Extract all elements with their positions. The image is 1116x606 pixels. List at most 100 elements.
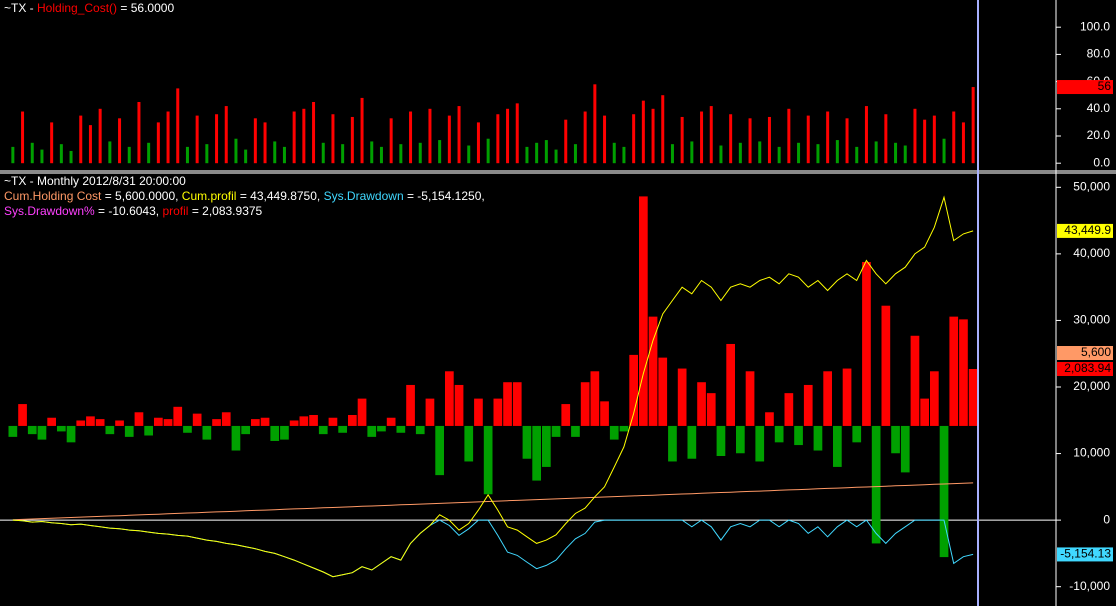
holding-cost-bar	[680, 116, 684, 164]
profit-bar	[95, 419, 105, 426]
holding-cost-bar	[622, 146, 626, 164]
profit-bar	[86, 416, 95, 426]
series-line	[12, 519, 974, 578]
holding-cost-bar	[273, 141, 277, 164]
profit-bar	[784, 393, 794, 426]
profit-bar	[212, 419, 221, 426]
profit-bar	[677, 368, 687, 426]
profit-bar	[930, 371, 939, 426]
holding-cost-bar	[21, 111, 25, 164]
y-tick-label: 40.0	[1087, 101, 1111, 115]
holding-cost-bar	[971, 87, 975, 164]
holding-cost-bar	[709, 106, 713, 164]
profit-bar	[202, 425, 212, 440]
profit-bar	[852, 425, 862, 443]
profit-bar	[328, 417, 338, 426]
profit-bar	[561, 404, 571, 426]
holding-cost-bar	[127, 146, 131, 164]
profit-bar	[765, 412, 774, 426]
holding-cost-bar	[603, 115, 607, 164]
profit-bar	[503, 382, 512, 426]
holding-cost-bar	[263, 122, 267, 164]
holding-cost-bar	[331, 114, 335, 164]
profit-bar	[76, 420, 86, 426]
holding-cost-bar	[690, 141, 694, 164]
profit-bar	[609, 425, 619, 440]
holding-cost-bar	[447, 115, 451, 164]
holding-cost-bar	[370, 141, 374, 164]
holding-cost-bar	[166, 111, 170, 164]
holding-cost-bar	[185, 146, 189, 164]
profit-bar	[590, 371, 600, 426]
holding-cost-bar	[389, 118, 393, 164]
holding-cost-bar	[806, 115, 810, 164]
last-value-label: -5,154.13	[1060, 547, 1111, 561]
profit-bar	[542, 425, 551, 467]
profit-bar	[823, 371, 832, 426]
profit-bar	[386, 417, 396, 426]
profit-bar	[706, 393, 716, 426]
y-tick-label: 0	[1103, 512, 1110, 526]
legend-value: = 2,083.9375	[191, 204, 263, 218]
holding-cost-bar	[777, 146, 781, 164]
legend-value: = 56.0000	[120, 1, 175, 15]
holding-cost-bar	[486, 138, 490, 164]
holding-cost-bar	[525, 146, 529, 164]
holding-cost-bar	[932, 115, 936, 164]
holding-cost-bar	[147, 142, 151, 164]
holding-cost-bar	[341, 144, 345, 164]
holding-cost-bar	[476, 122, 480, 164]
series-line	[12, 195, 974, 578]
last-value-label: 56	[1098, 79, 1112, 93]
holding-cost-bar	[913, 108, 917, 164]
holding-cost-bar	[816, 144, 820, 164]
last-value-box	[1057, 346, 1113, 360]
holding-cost-bar	[195, 115, 199, 164]
profit-bar	[134, 412, 144, 426]
last-value-box	[1057, 361, 1113, 376]
y-tick-label: 10,000	[1073, 446, 1110, 460]
legend-value: = 5,600.0000,	[104, 189, 179, 203]
legend-title: ~TX -	[4, 1, 34, 15]
holding-cost-bar	[544, 140, 548, 164]
profit-bar	[348, 415, 357, 426]
profit-bar	[813, 425, 823, 451]
holding-cost-bar	[467, 145, 471, 164]
holding-cost-bar	[738, 142, 742, 164]
last-value-box	[1057, 223, 1113, 238]
profit-bar	[37, 425, 47, 440]
profit-bar	[648, 316, 658, 426]
profit-bar	[716, 425, 726, 456]
profit-bar	[318, 425, 328, 435]
profit-bar	[483, 425, 493, 495]
profit-bar	[270, 425, 280, 441]
profit-bar	[464, 425, 474, 462]
y-tick-label: 20.0	[1087, 128, 1111, 142]
holding-cost-bar	[253, 118, 257, 164]
legend-name: Cum.profil	[181, 189, 237, 203]
profit-bar	[600, 401, 609, 426]
holding-cost-bar	[30, 142, 34, 164]
profit-bar	[47, 417, 56, 426]
holding-cost-bar	[418, 142, 422, 164]
legend-value: = -5,154.1250,	[406, 189, 485, 203]
holding-cost-bar	[700, 111, 704, 164]
profit-bar	[842, 368, 852, 426]
last-value-box	[1057, 80, 1113, 95]
profit-bar	[338, 425, 347, 433]
profit-bar	[260, 417, 270, 426]
holding-cost-bar	[961, 122, 965, 164]
profit-bar	[367, 425, 377, 437]
holding-cost-bar	[874, 141, 878, 164]
holding-cost-bar	[176, 88, 180, 164]
holding-cost-bar	[50, 122, 54, 164]
profit-bar	[871, 425, 881, 544]
holding-cost-bar	[205, 144, 209, 164]
profit-bar	[8, 425, 18, 437]
profit-bar	[697, 382, 706, 426]
holding-cost-bar	[845, 118, 849, 164]
holding-cost-bar	[942, 138, 946, 164]
holding-cost-bar	[787, 108, 791, 164]
profit-bar	[105, 425, 115, 435]
